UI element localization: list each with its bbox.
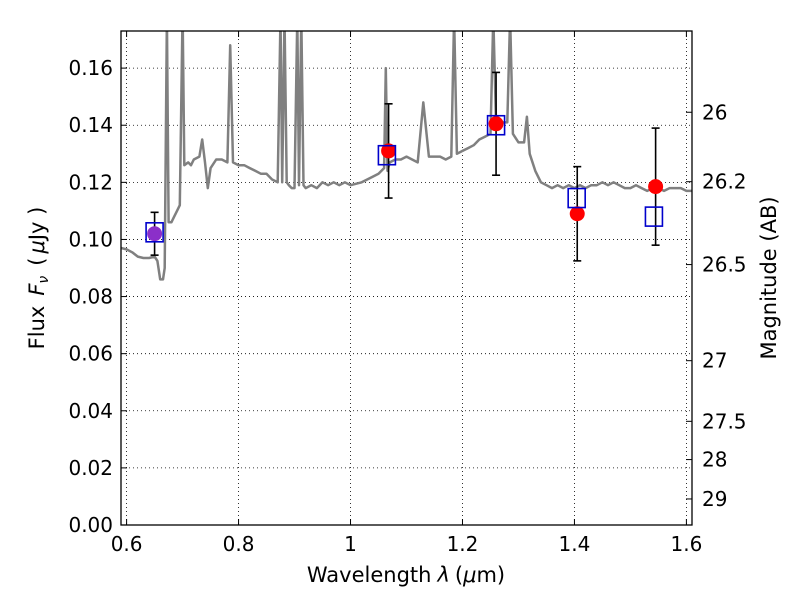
model-photometry-square xyxy=(644,206,664,227)
spectrum-line xyxy=(121,31,692,281)
y-tick-label: 0.08 xyxy=(68,285,113,309)
observed-point xyxy=(147,226,163,242)
y2-axis-label: Magnitude (AB) xyxy=(757,196,781,359)
axis-ticks: 0.6 0.8 1 1.2 1.4 1.6 0.00 0.02 0.04 0.06 0.08 0.10… xyxy=(68,31,747,556)
template-spectrum xyxy=(121,31,692,281)
y-tick-label: 0.06 xyxy=(68,342,113,366)
y-tick-label: 0.04 xyxy=(68,399,113,423)
y-tick-label: 0.14 xyxy=(68,113,113,137)
y2-tick-label: 27 xyxy=(702,349,727,373)
observed-point xyxy=(381,143,397,159)
y-tick-label: 0.02 xyxy=(68,456,113,480)
plot-area xyxy=(121,31,692,525)
plot-frame xyxy=(120,30,693,526)
x-tick-label: 1.2 xyxy=(447,532,479,556)
y2-tick-label: 29 xyxy=(702,487,727,511)
observed-point xyxy=(648,179,664,195)
y-tick-label: 0.12 xyxy=(68,170,113,194)
x-tick-label: 1 xyxy=(344,532,357,556)
x-tick-label: 1.6 xyxy=(670,532,702,556)
model-photometry-square xyxy=(145,222,164,243)
y2-tick-label: 28 xyxy=(702,448,727,472)
x-tick-label: 0.6 xyxy=(111,532,143,556)
model-photometry-square xyxy=(486,114,506,136)
y2-tick-label: 26.2 xyxy=(702,170,747,194)
y2-tick-label: 27.5 xyxy=(702,409,747,433)
model-photometry-square xyxy=(567,187,586,209)
x-axis-label: Wavelength λ (μm) xyxy=(307,563,505,587)
y2-tick-label: 26 xyxy=(702,100,727,124)
observed-point xyxy=(569,206,585,222)
y2-tick-label: 26.5 xyxy=(702,253,747,277)
y-tick-label: 0.16 xyxy=(68,56,113,80)
x-tick-label: 1.4 xyxy=(559,532,591,556)
y-tick-label: 0.10 xyxy=(68,227,113,251)
y-tick-label: 0.00 xyxy=(68,513,113,537)
data-points xyxy=(145,71,664,262)
model-photometry-square xyxy=(377,144,397,166)
x-tick-label: 0.8 xyxy=(223,532,255,556)
observed-point xyxy=(488,116,504,132)
y-axis-label: FluxFν(μJy ) xyxy=(25,207,52,350)
